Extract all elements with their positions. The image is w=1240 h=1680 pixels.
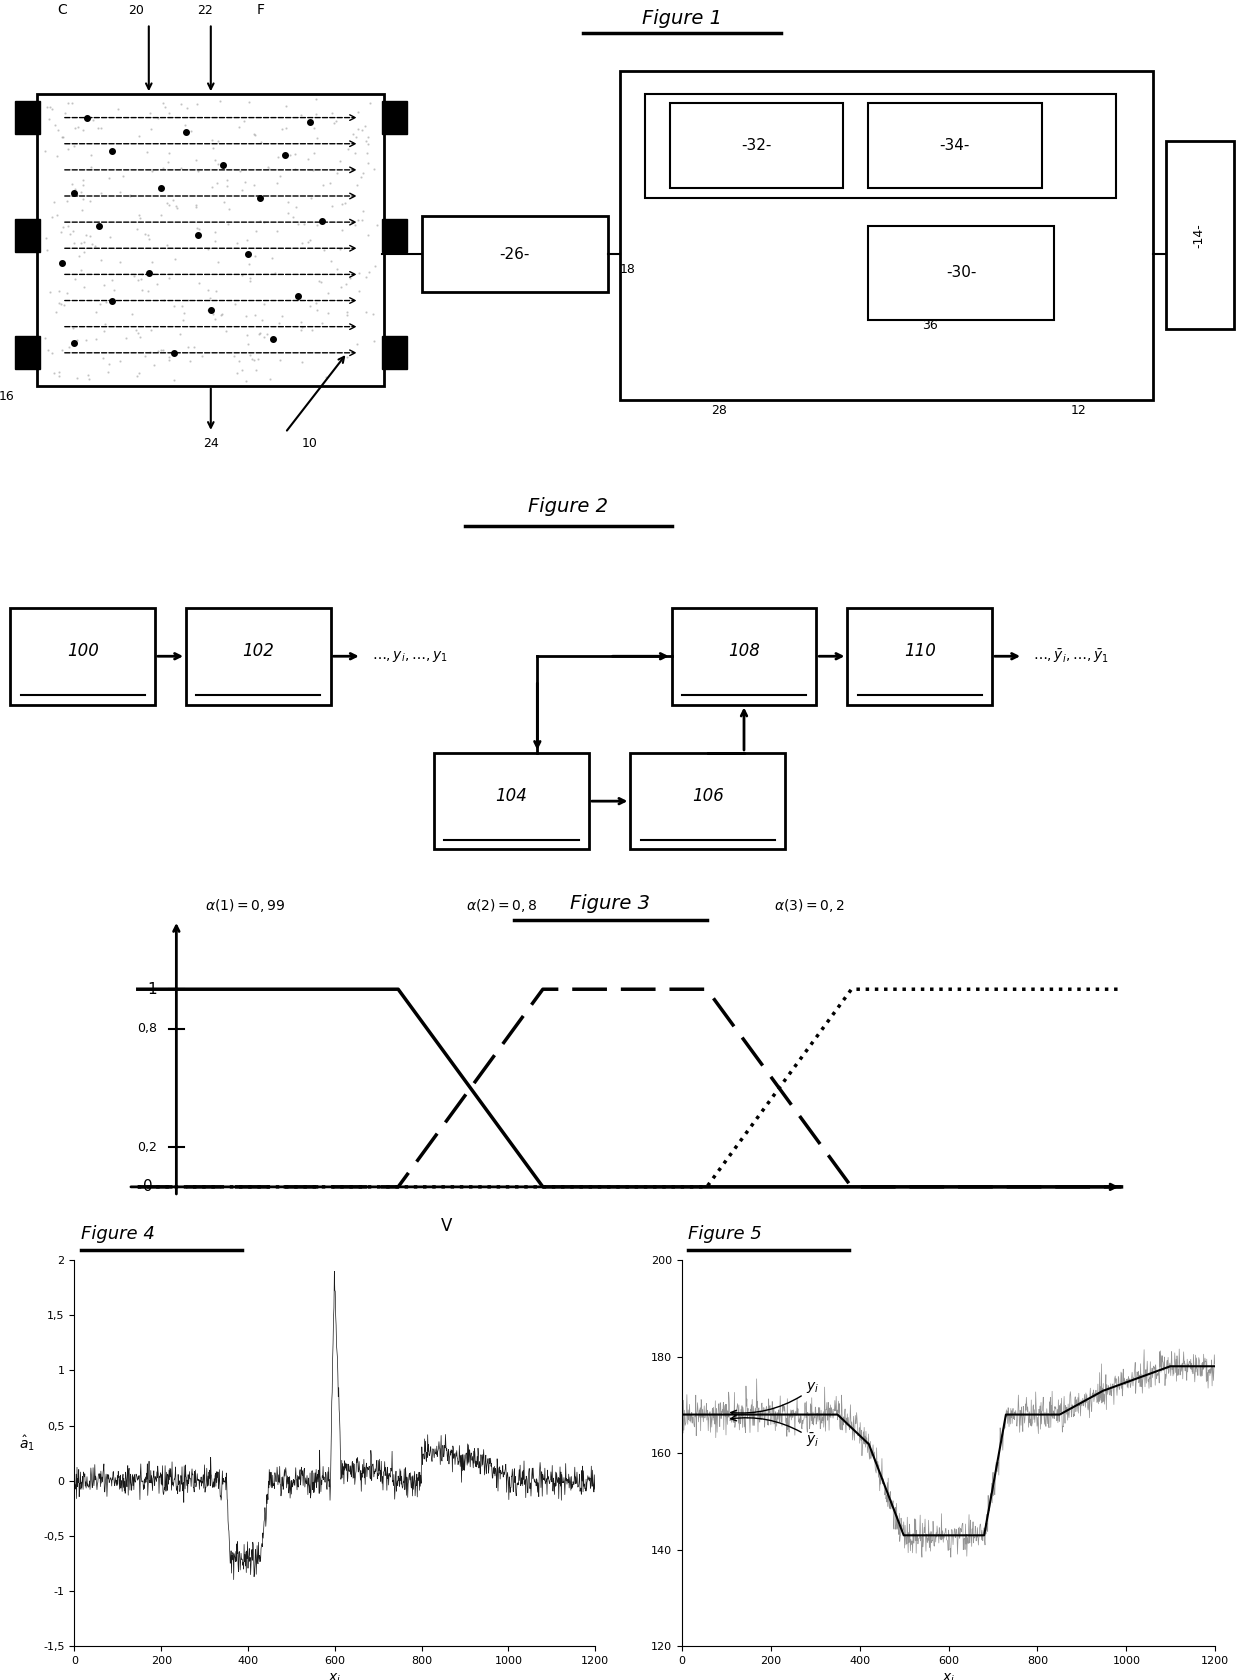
Text: -32-: -32- (742, 138, 771, 153)
Bar (630, 753, 785, 850)
Text: Figure 1: Figure 1 (642, 10, 722, 29)
Text: $\alpha(2) = 0,8$: $\alpha(2) = 0,8$ (466, 897, 537, 914)
Bar (422, 217, 608, 292)
Text: -14-: -14- (1193, 223, 1205, 247)
Bar (620, 71, 1153, 400)
Bar (382, 101, 407, 134)
Text: Figure 3: Figure 3 (570, 894, 650, 914)
Text: F: F (257, 3, 264, 17)
Bar (1166, 141, 1234, 329)
Text: 0: 0 (143, 1179, 153, 1194)
Text: 18: 18 (620, 262, 636, 276)
Bar (434, 753, 589, 850)
Text: Figure 5: Figure 5 (688, 1225, 763, 1243)
Text: $y_i$: $y_i$ (730, 1381, 820, 1416)
Text: 10: 10 (303, 437, 317, 450)
Text: 28: 28 (712, 403, 727, 417)
Text: 100: 100 (67, 642, 99, 660)
X-axis label: $x_i$: $x_i$ (942, 1672, 955, 1680)
Text: 24: 24 (203, 437, 218, 450)
Bar (670, 104, 843, 188)
Bar (645, 94, 1116, 198)
Bar (15, 336, 40, 370)
Bar (382, 336, 407, 370)
Text: 102: 102 (242, 642, 274, 660)
Text: 106: 106 (692, 788, 724, 805)
Text: 0,8: 0,8 (138, 1021, 157, 1035)
Text: 36: 36 (923, 319, 937, 333)
Bar (37, 94, 384, 386)
Text: -26-: -26- (500, 247, 529, 262)
Text: $\ldots,\bar{y}_i, \ldots, \bar{y}_1$: $\ldots,\bar{y}_i, \ldots, \bar{y}_1$ (1033, 647, 1110, 665)
Text: Figure 4: Figure 4 (81, 1225, 155, 1243)
Bar (672, 608, 816, 704)
Text: Figure 2: Figure 2 (528, 497, 609, 516)
Text: -30-: -30- (946, 265, 976, 281)
Text: 0,2: 0,2 (138, 1141, 157, 1154)
Text: 12: 12 (1071, 403, 1086, 417)
Text: 110: 110 (904, 642, 936, 660)
Text: V: V (440, 1216, 453, 1235)
Text: 22: 22 (197, 3, 212, 17)
Bar (868, 104, 1042, 188)
Bar (186, 608, 331, 704)
Bar (10, 608, 155, 704)
Text: $\alpha(1) = 0,99$: $\alpha(1) = 0,99$ (206, 897, 285, 914)
X-axis label: $x_i$: $x_i$ (329, 1672, 341, 1680)
Text: $\ldots, y_i, \ldots, y_1$: $\ldots, y_i, \ldots, y_1$ (372, 648, 448, 664)
Bar (868, 225, 1054, 319)
Bar (15, 101, 40, 134)
Text: 1: 1 (148, 981, 157, 996)
Text: -34-: -34- (940, 138, 970, 153)
Bar (382, 218, 407, 252)
Text: $\alpha(3) = 0,2$: $\alpha(3) = 0,2$ (774, 897, 846, 914)
Y-axis label: $\hat{a}_1$: $\hat{a}_1$ (19, 1433, 35, 1453)
Text: 16: 16 (0, 390, 14, 403)
Text: 104: 104 (496, 788, 527, 805)
Text: C: C (57, 3, 67, 17)
Text: $\bar{y}_i$: $\bar{y}_i$ (730, 1415, 820, 1448)
Text: 108: 108 (728, 642, 760, 660)
Text: 20: 20 (129, 3, 144, 17)
Bar (15, 218, 40, 252)
Bar (847, 608, 992, 704)
